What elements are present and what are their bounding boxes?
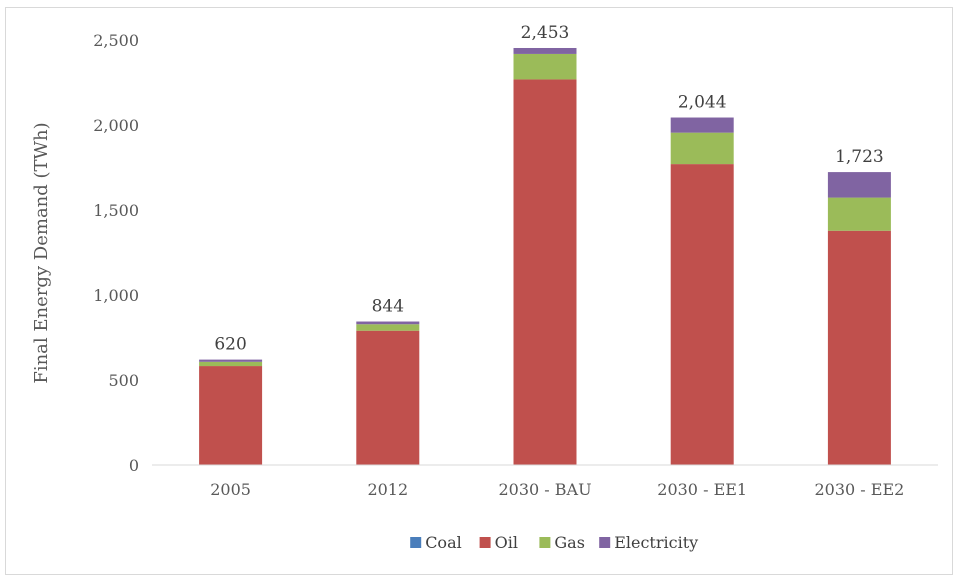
- bar-segment-gas: [827, 197, 891, 231]
- legend-label-coal: Coal: [425, 533, 462, 552]
- legend-label-gas: Gas: [554, 533, 585, 552]
- total-data-label: 1,723: [835, 147, 884, 167]
- bar-segment-electricity: [513, 47, 577, 54]
- bar-segment-electricity: [199, 359, 263, 362]
- x-tick-label: 2030 - BAU: [498, 480, 591, 499]
- legend-swatch-coal: [410, 537, 422, 548]
- legend-swatch-oil: [479, 537, 491, 548]
- bar-segment-oil: [356, 330, 420, 465]
- bar-segment-electricity: [670, 117, 734, 133]
- legend-swatch-electricity: [599, 537, 611, 548]
- y-tick-label: 2,000: [93, 116, 139, 135]
- bar-segment-oil: [827, 230, 891, 465]
- legend-swatch-gas: [539, 537, 551, 548]
- x-tick-label: 2012: [367, 480, 408, 499]
- bar-segment-oil: [199, 366, 263, 465]
- y-tick-label: 500: [108, 371, 139, 390]
- x-tick-label: 2030 - EE1: [657, 480, 747, 499]
- bar-segment-gas: [356, 324, 420, 331]
- y-tick-label: 2,500: [93, 31, 139, 50]
- y-tick-label: 1,000: [93, 286, 139, 305]
- bar-segment-electricity: [827, 172, 891, 198]
- bar-segment-electricity: [356, 321, 420, 325]
- bar-segment-gas: [199, 361, 263, 367]
- y-tick-label: 1,500: [93, 201, 139, 220]
- total-data-label: 620: [214, 335, 246, 355]
- legend-label-oil: Oil: [495, 533, 518, 552]
- total-data-label: 2,044: [678, 93, 727, 113]
- x-tick-label: 2030 - EE2: [814, 480, 904, 499]
- y-tick-label: 0: [129, 456, 139, 475]
- y-axis-title: Final Energy Demand (TWh): [31, 122, 52, 383]
- x-tick-label: 2005: [210, 480, 251, 499]
- bar-segment-gas: [513, 53, 577, 80]
- bar-segment-gas: [670, 132, 734, 165]
- bar-segment-oil: [670, 164, 734, 465]
- legend: Coal Oil Gas Electricity: [410, 533, 698, 552]
- bar-segment-oil: [513, 79, 577, 465]
- legend-label-electricity: Electricity: [614, 533, 698, 552]
- total-data-label: 844: [372, 297, 404, 317]
- total-data-label: 2,453: [521, 23, 570, 43]
- chart-frame: [5, 7, 953, 575]
